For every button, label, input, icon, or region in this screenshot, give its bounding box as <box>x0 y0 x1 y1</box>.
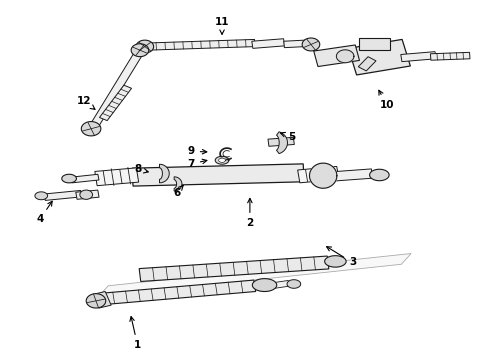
Polygon shape <box>76 190 99 199</box>
Polygon shape <box>35 192 48 200</box>
Text: 2: 2 <box>246 198 253 228</box>
Polygon shape <box>147 40 255 50</box>
Polygon shape <box>297 166 339 183</box>
Polygon shape <box>325 256 346 267</box>
Polygon shape <box>276 132 288 154</box>
Polygon shape <box>136 40 154 53</box>
Text: 12: 12 <box>76 96 95 109</box>
Text: 8: 8 <box>134 164 148 174</box>
Polygon shape <box>100 280 256 305</box>
Text: 3: 3 <box>327 247 356 267</box>
Polygon shape <box>62 174 76 183</box>
Text: 4: 4 <box>36 201 52 224</box>
Polygon shape <box>71 174 99 183</box>
Polygon shape <box>284 40 312 48</box>
Polygon shape <box>159 164 169 183</box>
Text: 6: 6 <box>173 185 183 198</box>
FancyBboxPatch shape <box>359 38 390 50</box>
Polygon shape <box>98 253 411 297</box>
Polygon shape <box>268 138 294 146</box>
Polygon shape <box>86 294 106 308</box>
Polygon shape <box>174 177 182 191</box>
Text: 11: 11 <box>215 17 229 34</box>
Polygon shape <box>348 39 410 75</box>
Polygon shape <box>271 280 290 289</box>
Polygon shape <box>95 168 139 186</box>
Polygon shape <box>358 57 376 71</box>
Polygon shape <box>302 38 320 51</box>
Polygon shape <box>310 163 337 188</box>
Polygon shape <box>430 52 470 60</box>
Polygon shape <box>252 39 285 48</box>
Polygon shape <box>337 50 354 63</box>
Text: 1: 1 <box>130 316 141 350</box>
Polygon shape <box>287 280 301 288</box>
Polygon shape <box>401 51 436 62</box>
Polygon shape <box>44 190 82 201</box>
Polygon shape <box>131 44 149 57</box>
Polygon shape <box>219 158 225 162</box>
Polygon shape <box>215 156 229 164</box>
Polygon shape <box>332 169 373 181</box>
Polygon shape <box>252 279 277 292</box>
Polygon shape <box>99 85 132 121</box>
Polygon shape <box>93 292 111 308</box>
Polygon shape <box>314 45 360 67</box>
Polygon shape <box>369 169 389 181</box>
Polygon shape <box>81 122 101 136</box>
Polygon shape <box>90 51 143 128</box>
Polygon shape <box>139 256 329 282</box>
Text: 7: 7 <box>188 159 207 169</box>
Text: 10: 10 <box>379 90 394 110</box>
Text: 5: 5 <box>281 132 295 142</box>
Text: 9: 9 <box>188 146 207 156</box>
Polygon shape <box>132 164 304 186</box>
Circle shape <box>80 190 93 199</box>
